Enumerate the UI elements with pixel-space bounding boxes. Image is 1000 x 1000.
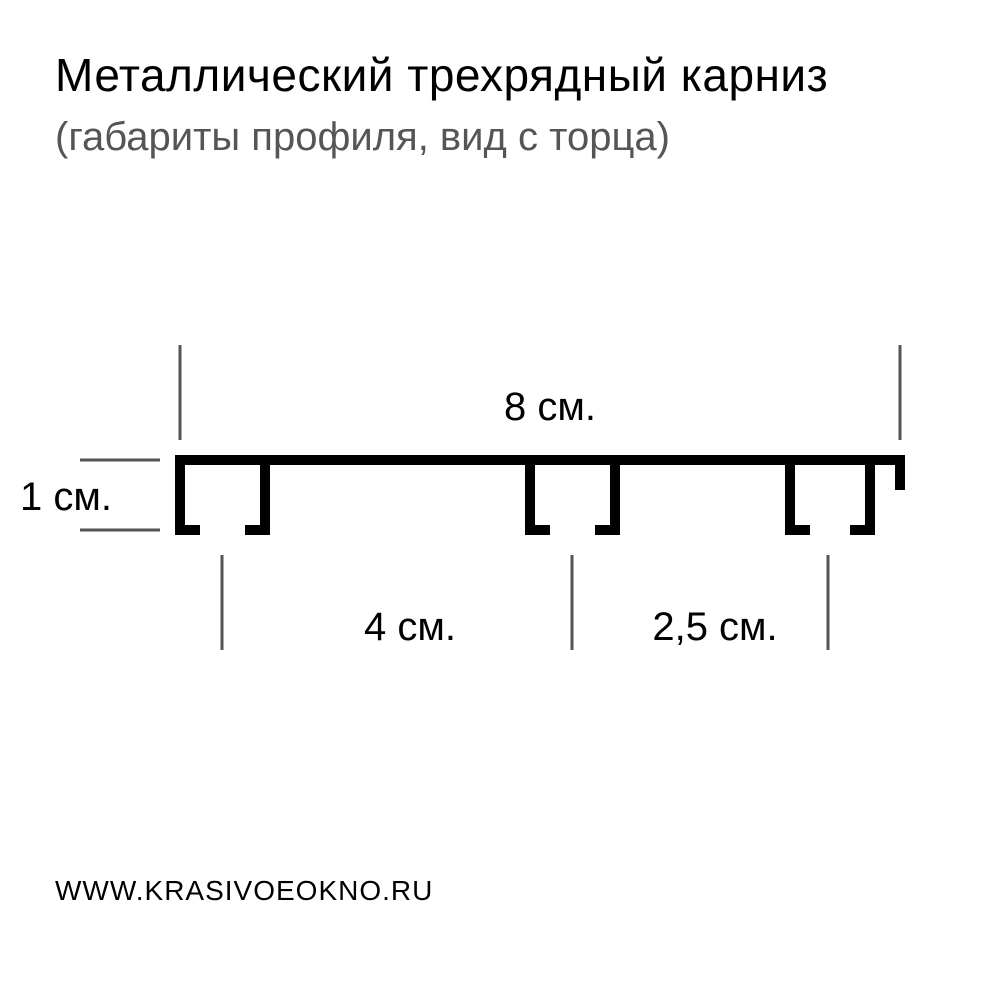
page-root: Металлический трехрядный карниз (габарит… <box>0 0 1000 1000</box>
footer-url: WWW.KRASIVOEOKNO.RU <box>55 875 433 907</box>
profile-diagram <box>0 0 1000 1000</box>
profile-cross-section <box>175 455 905 535</box>
